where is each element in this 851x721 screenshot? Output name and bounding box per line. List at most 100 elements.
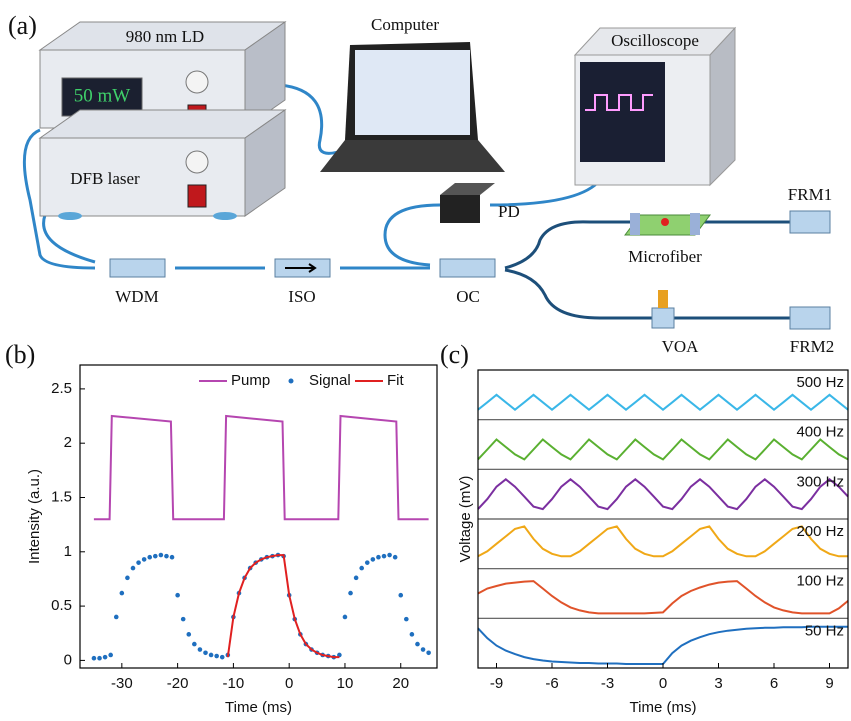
series-line	[477, 478, 849, 511]
voa-knob	[658, 290, 668, 308]
x-tick-label: 0	[285, 675, 293, 692]
x-axis-label: Time (ms)	[630, 699, 697, 716]
signal-point	[342, 614, 348, 620]
microfiber-taper	[661, 218, 669, 226]
foot	[213, 212, 237, 220]
setup-diagram: (a) 980 nm LD 50 mW DFB laser Computer	[8, 11, 834, 356]
pd-box	[440, 195, 480, 223]
panel-label: (a)	[8, 11, 37, 40]
y-tick-label: 1.5	[51, 488, 72, 505]
signal-point	[214, 653, 219, 659]
series-line	[93, 414, 429, 521]
band-label: 300 Hz	[796, 473, 844, 490]
signal-point	[404, 616, 409, 622]
y-tick-label: 0.5	[51, 597, 72, 614]
osc-trace	[585, 94, 653, 111]
ld-power: 50 mW	[74, 85, 131, 106]
band-label: 50 Hz	[805, 622, 844, 639]
pd-label: PD	[498, 202, 520, 221]
signal-point	[409, 632, 415, 637]
osc-side	[709, 26, 736, 187]
frm1	[789, 210, 831, 234]
signal-point	[203, 650, 208, 656]
x-tick-label: 9	[825, 675, 833, 692]
band-label: 100 Hz	[796, 573, 844, 590]
signal-point	[102, 654, 108, 660]
computer-label: Computer	[371, 15, 439, 34]
signal-point	[359, 565, 364, 571]
x-tick-label: -6	[545, 675, 558, 692]
voa-label: VOA	[662, 337, 700, 356]
x-tick-label: -3	[601, 675, 614, 692]
x-tick-label: -10	[223, 675, 245, 692]
signal-point	[208, 652, 214, 658]
signal-point	[364, 560, 370, 565]
signal-point	[125, 575, 130, 581]
dfb-title: DFB laser	[70, 169, 140, 188]
series-line	[226, 554, 340, 659]
legend-label: Signal	[309, 372, 351, 389]
signal-point	[130, 565, 136, 571]
frm2-label: FRM2	[790, 337, 834, 356]
fiber	[42, 214, 96, 264]
plot-frame	[79, 364, 438, 669]
signal-point	[136, 560, 141, 565]
y-tick-label: 2.5	[51, 380, 72, 397]
legend-label: Pump	[231, 372, 270, 389]
signal-point	[97, 655, 102, 661]
signal-point	[169, 554, 175, 560]
series-line	[477, 438, 849, 461]
y-axis-label: Intensity (a.u.)	[26, 469, 43, 564]
series-line	[477, 525, 848, 558]
microfiber-label: Microfiber	[628, 247, 702, 266]
frm1-label: FRM1	[788, 185, 832, 204]
signal-point	[392, 554, 398, 560]
wdm-label: WDM	[115, 287, 158, 306]
series-line	[477, 580, 849, 615]
signal-point	[353, 575, 359, 581]
signal-point	[387, 552, 392, 558]
signal-point	[381, 553, 387, 559]
signal-point	[147, 554, 153, 560]
signal-point	[119, 590, 125, 596]
legend-label: Fit	[387, 372, 404, 389]
signal-point	[219, 654, 225, 660]
signal-point	[164, 553, 169, 559]
pd-top	[440, 183, 495, 195]
y-tick-label: 2	[64, 434, 72, 451]
y-tick-label: 0	[64, 651, 72, 668]
signal-point	[141, 557, 147, 562]
oc	[439, 258, 496, 278]
osc-label: Oscilloscope	[611, 31, 699, 50]
dfb-side	[244, 109, 286, 217]
oc-label: OC	[456, 287, 480, 306]
ld-title: 980 nm LD	[126, 27, 204, 46]
signal-point	[192, 641, 197, 647]
signal-point	[108, 652, 113, 658]
signal-point	[158, 552, 164, 558]
fiber	[279, 83, 346, 155]
signal-point	[420, 647, 426, 652]
signal-point	[398, 592, 404, 598]
knob	[185, 70, 209, 94]
panel-label: (c)	[440, 340, 469, 369]
series-line	[477, 393, 849, 411]
panel-label: (b)	[5, 340, 35, 369]
signal-point	[415, 641, 420, 647]
signal-point	[113, 614, 119, 620]
x-tick-label: 6	[770, 675, 778, 692]
x-tick-label: 3	[714, 675, 722, 692]
band-label: 400 Hz	[796, 424, 844, 441]
fiber	[22, 128, 96, 270]
signal-point	[175, 592, 180, 598]
x-tick-label: -9	[490, 675, 503, 692]
signal-point	[153, 553, 158, 559]
signal-point	[186, 632, 192, 637]
frm2	[789, 306, 831, 330]
switch	[187, 184, 207, 208]
iso-label: ISO	[288, 287, 315, 306]
signal-point	[180, 616, 186, 622]
signal-point	[348, 590, 353, 596]
x-axis-label: Time (ms)	[225, 699, 292, 716]
fiber	[504, 268, 790, 320]
